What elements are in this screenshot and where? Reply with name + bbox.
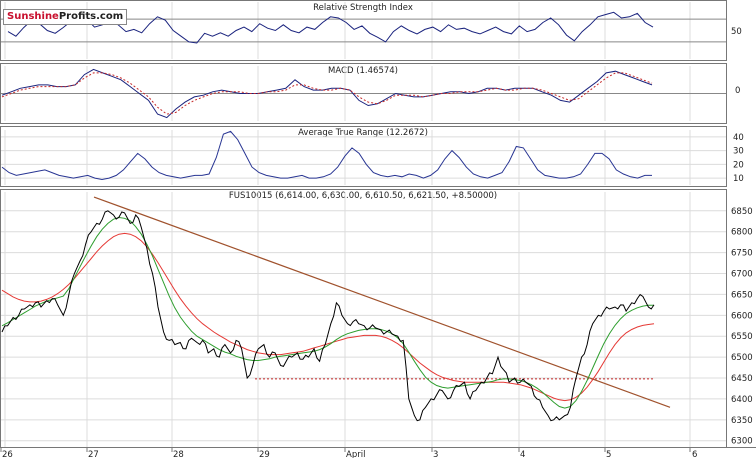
- macd-panel: MACD (1.46574) 0: [0, 63, 740, 124]
- trend-line: [93, 196, 671, 408]
- atr-title: Average True Range (12.2672): [298, 128, 428, 138]
- price-tick-label: 6500: [731, 353, 753, 363]
- x-tick-label: April: [346, 450, 365, 458]
- x-tick-label: 6: [692, 450, 697, 458]
- price-tick-label: 6300: [731, 437, 753, 447]
- price-tick-label: 6350: [731, 416, 753, 426]
- price-tick-label: 6800: [731, 228, 753, 238]
- logo-part-1: Sunshine: [7, 11, 59, 22]
- atr-tick-label: 30: [733, 147, 744, 157]
- atr-panel: Average True Range (12.2672) 40 30 20 10: [0, 126, 744, 187]
- price-tick-label: 6700: [731, 270, 753, 280]
- x-axis: 26 27 28 29 April 3 4 5 6: [0, 447, 756, 458]
- price-tick-label: 6650: [731, 290, 753, 300]
- macd-title: MACD (1.46574): [328, 66, 398, 76]
- atr-tick-label: 10: [733, 174, 744, 184]
- macd-series-line: [1, 68, 653, 119]
- price-tick-label: 6600: [731, 311, 753, 321]
- x-tick-label: 5: [606, 450, 611, 458]
- rsi-title: Relative Strength Index: [313, 3, 413, 13]
- x-tick-label: 4: [520, 450, 525, 458]
- price-tick-label: 6750: [731, 249, 753, 259]
- atr-tick-label: 40: [733, 133, 744, 143]
- macd-tick-label: 0: [735, 86, 740, 96]
- price-tick-label: 6450: [731, 374, 753, 384]
- x-tick-label: 29: [259, 450, 270, 458]
- logo-part-3: .com: [96, 11, 124, 22]
- rsi-tick-label: 50: [731, 27, 742, 37]
- macd-signal-line: [1, 72, 653, 115]
- atr-tick-label: 20: [733, 160, 744, 170]
- fast-moving-average-line: [1, 216, 654, 409]
- price-title: FUS10015 (6,614.00, 6,630.00, 6,610.50, …: [229, 191, 497, 201]
- price-panel: FUS10015 (6,614.00, 6,630.00, 6,610.50, …: [0, 189, 753, 448]
- price-tick-label: 6400: [731, 395, 753, 405]
- atr-series-line: [1, 130, 652, 181]
- x-tick-label: 26: [2, 450, 13, 458]
- sunshine-profits-logo: SunshineProfits.com: [3, 9, 128, 25]
- price-tick-label: 6850: [731, 207, 753, 217]
- price-series-line: [1, 210, 655, 422]
- price-tick-label: 6550: [731, 332, 753, 342]
- x-tick-label: 28: [173, 450, 184, 458]
- x-tick-label: 3: [433, 450, 438, 458]
- logo-part-2: Profits: [58, 11, 97, 22]
- x-tick-label: 27: [88, 450, 99, 458]
